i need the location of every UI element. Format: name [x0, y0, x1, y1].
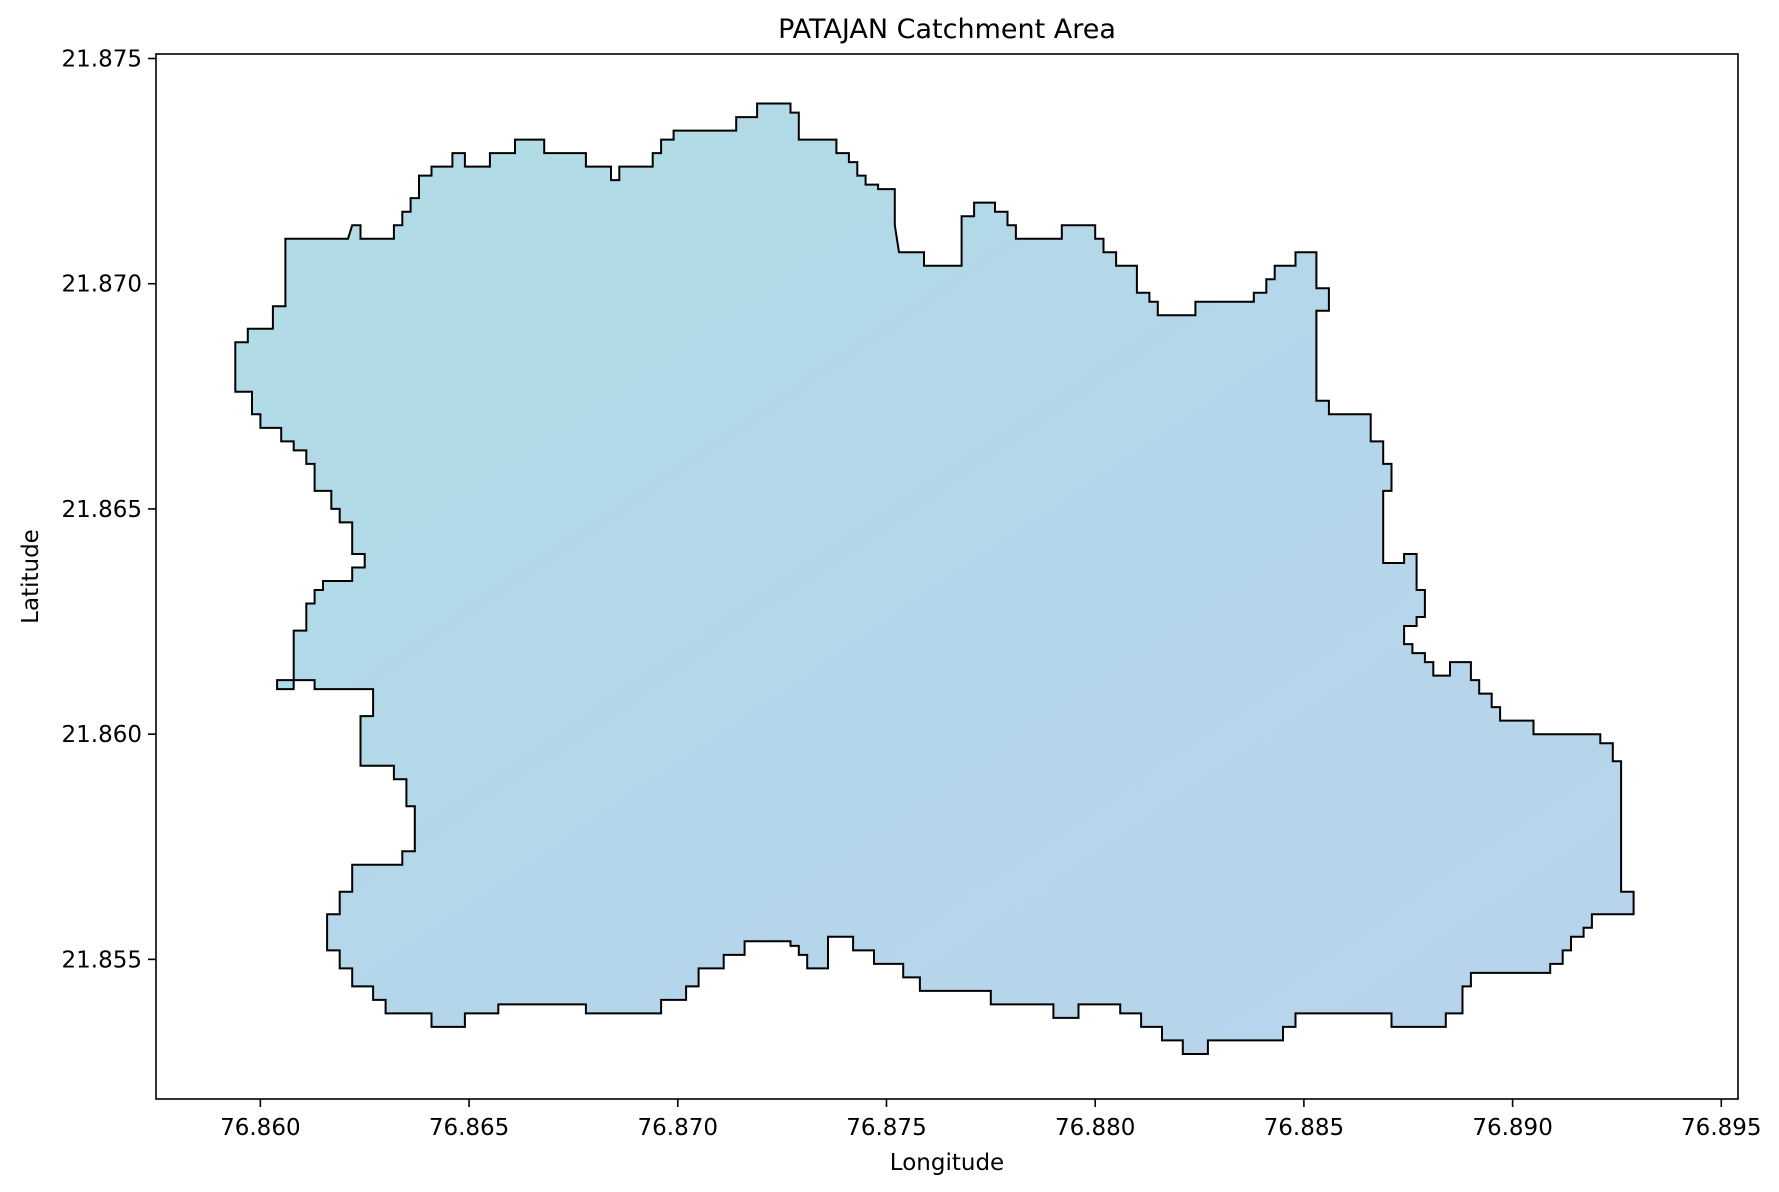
x-tick-label: 76.890	[1472, 1115, 1552, 1141]
x-tick-label: 76.880	[1055, 1115, 1135, 1141]
x-tick-label: 76.860	[220, 1115, 300, 1141]
x-tick-label: 76.895	[1681, 1115, 1761, 1141]
x-tick-label: 76.875	[846, 1115, 926, 1141]
x-tick-label: 76.885	[1264, 1115, 1344, 1141]
y-tick-label: 21.865	[62, 497, 142, 523]
x-tick-label: 76.865	[429, 1115, 509, 1141]
x-tick-label: 76.870	[638, 1115, 718, 1141]
y-axis-label: Latitude	[18, 529, 44, 624]
y-tick-label: 21.860	[62, 722, 142, 748]
plot-frame	[155, 53, 1739, 1100]
y-tick-label: 21.875	[62, 47, 142, 73]
chart-title: PATAJAN Catchment Area	[778, 14, 1116, 45]
catchment-boundary	[234, 102, 1635, 1055]
y-tick-label: 21.855	[62, 947, 142, 973]
x-axis-label: Longitude	[890, 1150, 1004, 1176]
y-tick-label: 21.870	[62, 272, 142, 298]
